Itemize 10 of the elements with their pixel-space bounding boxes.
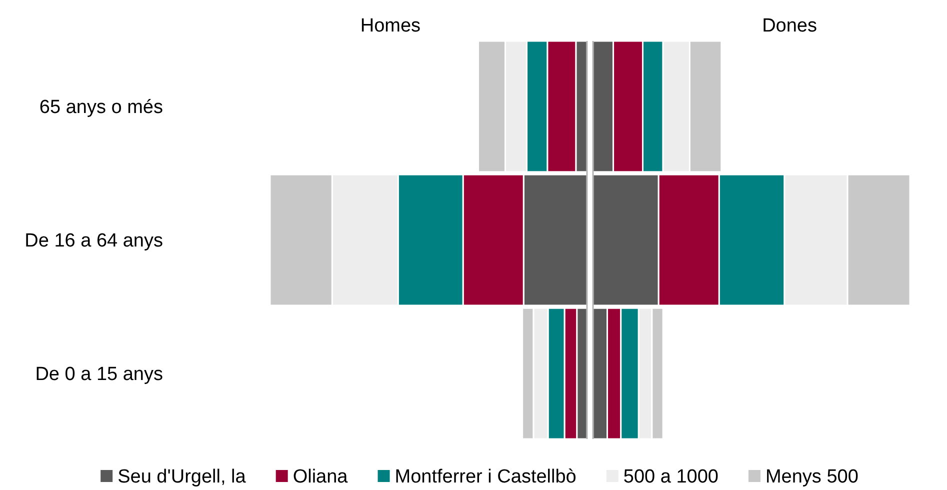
chart-title: Dones [762,16,817,37]
legend-label: Montferrer i Castellbò [394,466,576,488]
y-tick-label: De 16 a 64 anys [24,230,163,252]
legend-label: Oliana [292,466,348,488]
y-tick-label: 65 anys o més [39,97,163,118]
legend-label: 500 a 1000 [623,466,718,488]
legend-label: Menys 500 [765,466,858,488]
y-tick-label: De 0 a 15 anys [35,364,163,386]
chart-title: Homes [360,16,421,37]
legend-label: Seu d'Urgell, la [118,466,246,488]
